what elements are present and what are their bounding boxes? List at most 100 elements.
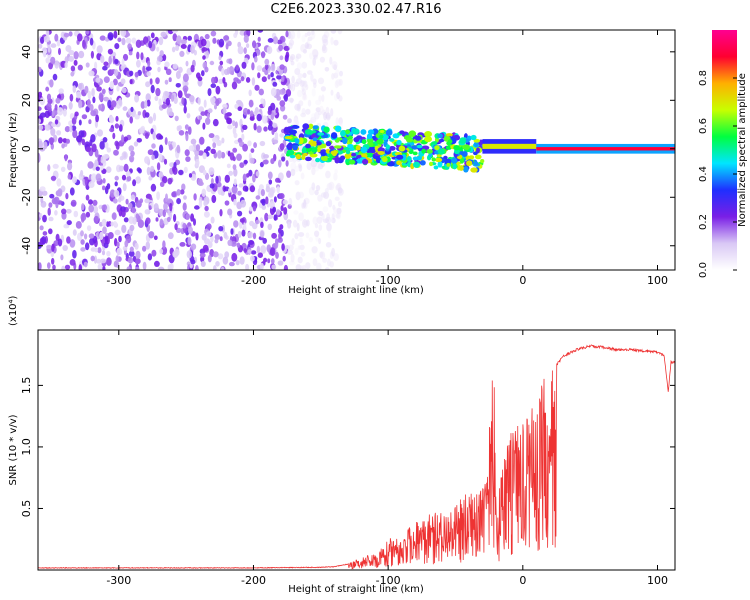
spectrogram-cell [147, 149, 154, 156]
spectrogram-cell [68, 55, 75, 62]
spectrogram-cell [111, 212, 117, 221]
spectrogram-cell [207, 108, 213, 114]
spectrogram-cell [145, 81, 151, 88]
spectrogram-cell [256, 125, 262, 133]
spectrogram-cell [83, 261, 88, 268]
spectrogram-cell [293, 125, 300, 129]
spectrogram-cell [360, 129, 367, 135]
spectrogram-cell [267, 223, 273, 230]
spectrogram-cell [451, 157, 458, 165]
spectrogram-cell [165, 97, 171, 106]
spectrogram-cell [54, 119, 59, 125]
spectrogram-cell [90, 110, 97, 117]
spectrogram-cell [116, 247, 123, 256]
spectrogram-cell [182, 222, 187, 229]
spectrogram-cell [99, 35, 106, 41]
spectrogram-cell [395, 154, 404, 160]
spectrogram-x-tick-label: -300 [106, 274, 131, 287]
spectrogram-cell [232, 120, 236, 127]
spectrogram-cell [142, 261, 147, 270]
spectrogram-cell [301, 34, 306, 43]
spectrogram-cell [432, 141, 438, 145]
snr-frame [37, 329, 676, 571]
spectrogram-cell [312, 137, 318, 142]
spectrogram-cell [289, 154, 296, 159]
snr-y-tick-label: 1.5 [20, 377, 33, 395]
spectrogram-cell [200, 111, 206, 116]
spectrogram-cell [164, 91, 170, 97]
spectrogram-cell [325, 141, 332, 147]
spectrogram-cell [229, 152, 235, 161]
spectrogram-cell [213, 265, 217, 270]
spectrogram-cell [202, 244, 209, 252]
spectrogram-cell [92, 205, 99, 214]
spectrogram-cell [206, 113, 210, 119]
spectrogram-cell [396, 139, 402, 146]
spectrogram-cell [237, 106, 243, 111]
spectrogram-cell [264, 69, 269, 76]
spectrogram-cell [437, 133, 443, 139]
spectrogram-cell [228, 58, 233, 65]
spectrogram-cell [39, 97, 45, 106]
spectrogram-cell [293, 165, 300, 172]
spectrogram-cell [355, 145, 361, 151]
spectrogram-cell [315, 99, 322, 106]
spectrogram-cell [342, 137, 348, 145]
spectrogram-cell [156, 162, 161, 171]
spectrogram-cell [88, 233, 95, 239]
spectrogram-cell [267, 74, 271, 80]
spectrogram-cell [311, 147, 318, 153]
spectrogram-cell [179, 50, 185, 58]
spectrogram-cell [134, 258, 141, 265]
spectrogram-cell [96, 258, 102, 264]
spectrogram-cell [237, 230, 242, 238]
spectrogram-cell [117, 197, 122, 203]
spectrogram-cell [126, 175, 132, 182]
spectrogram-cell [107, 99, 112, 109]
spectrogram-cell [301, 93, 308, 101]
spectrogram-cell [61, 208, 67, 215]
spectrogram-cell [46, 93, 52, 101]
spectrogram-cell [250, 148, 255, 154]
spectrogram-cell [129, 116, 133, 124]
spectrogram-cell [254, 84, 260, 91]
spectrogram-cell [345, 158, 350, 163]
spectrogram-cell [412, 156, 419, 161]
spectrogram-cell [78, 119, 82, 126]
spectrogram-cell [295, 154, 301, 160]
spectrogram-cell [288, 82, 293, 91]
spectrogram-cell [113, 189, 120, 198]
spectrogram-cell [134, 71, 139, 78]
spectrogram-cell [49, 79, 54, 88]
spectrogram-cell [80, 239, 85, 245]
spectrogram-cell [69, 124, 73, 133]
spectrogram-cell [251, 77, 256, 86]
spectrogram-x-axis-label: Height of straight line (km) [288, 285, 424, 296]
spectrogram-cell [312, 78, 317, 85]
spectrogram-cell [187, 236, 192, 246]
spectrogram-cell [323, 111, 328, 121]
spectrogram-cell [190, 213, 195, 222]
spectrogram-cell [39, 186, 46, 192]
spectrogram-cell [206, 231, 212, 237]
spectrogram-cell [212, 37, 217, 44]
spectrogram-cell [90, 50, 94, 59]
spectrogram-cell [227, 239, 233, 246]
spectrogram-cell [116, 241, 120, 248]
spectrogram-cell [309, 52, 314, 60]
spectrogram-cell [298, 100, 304, 107]
spectrogram-cell [48, 228, 53, 235]
spectrogram-cell [95, 173, 102, 182]
spectrogram-cell [293, 210, 299, 215]
spectrogram-cell [385, 144, 390, 150]
spectrogram-cell [144, 209, 149, 215]
spectrogram-cell [385, 129, 393, 136]
spectrogram-cell [68, 101, 73, 110]
spectrogram-cell [286, 149, 295, 156]
spectrogram-cell [72, 249, 77, 259]
spectrogram-cell [212, 251, 219, 258]
spectrogram-cell [151, 249, 157, 257]
spectrogram-cell [44, 110, 50, 119]
spectrogram-cell [129, 246, 134, 253]
spectrogram-cell [87, 90, 92, 99]
